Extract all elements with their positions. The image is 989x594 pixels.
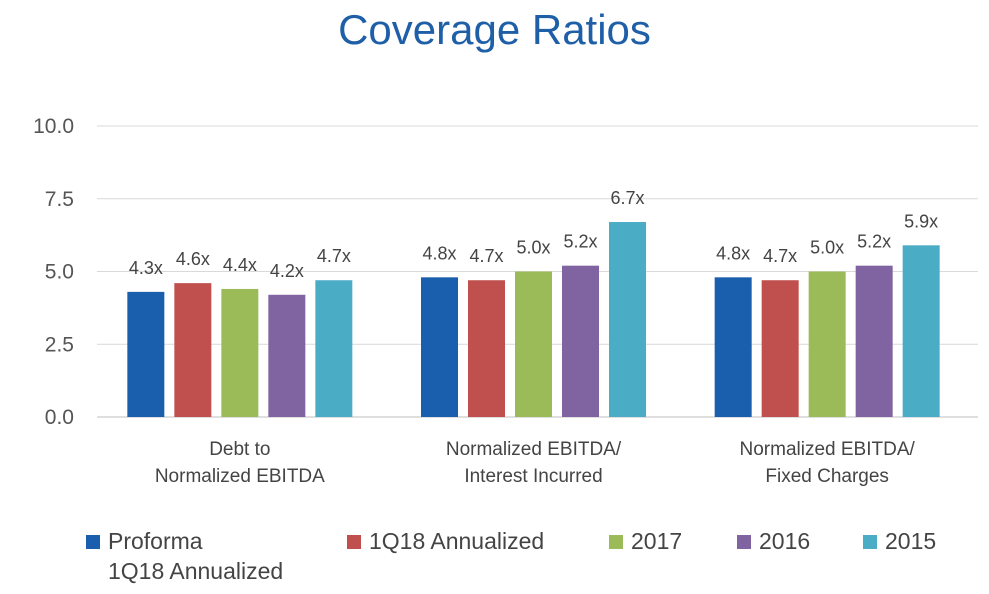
bar [268, 294, 306, 417]
data-label: 4.4x [223, 255, 257, 275]
legend-swatch [86, 535, 100, 549]
legend-swatch [609, 535, 623, 549]
bar [808, 271, 846, 417]
y-tick-label: 10.0 [33, 115, 74, 138]
data-label: 4.8x [422, 243, 456, 263]
chart-title: Coverage Ratios [338, 6, 651, 53]
legend-item: 1Q18 Annualized [347, 526, 544, 556]
legend-item: Proforma 1Q18 Annualized [86, 526, 283, 586]
category-label: Debt to [209, 439, 270, 460]
legend-item: 2015 [863, 526, 936, 556]
bar [127, 291, 165, 417]
data-label: 5.0x [810, 238, 844, 258]
data-label: 4.3x [129, 258, 163, 278]
data-label: 5.9x [904, 211, 938, 231]
category-label: Normalized EBITDA/ [446, 439, 622, 460]
y-tick-label: 7.5 [45, 188, 74, 211]
bar [714, 277, 752, 417]
data-label: 5.0x [516, 238, 550, 258]
bar [174, 283, 212, 417]
bar [902, 245, 940, 417]
legend-swatch [737, 535, 751, 549]
legend-item: 2016 [737, 526, 810, 556]
data-label: 4.8x [716, 243, 750, 263]
y-tick-label: 0.0 [45, 406, 74, 429]
bar [562, 265, 599, 417]
data-label: 5.2x [857, 232, 891, 252]
legend-swatch [863, 535, 877, 549]
category-label: Normalized EBITDA/ [740, 439, 916, 460]
data-label: 4.7x [317, 246, 351, 266]
bar [761, 280, 799, 417]
legend-item-label: 2017 [609, 526, 682, 556]
data-label: 4.6x [176, 249, 210, 269]
category-label: Normalized EBITDA [155, 466, 325, 487]
bar [855, 265, 893, 417]
data-label: 6.7x [610, 188, 644, 208]
legend-item: 2017 [609, 526, 682, 556]
category-label: Interest Incurred [464, 466, 602, 487]
bar [421, 277, 458, 417]
legend-item-label: 1Q18 Annualized [347, 526, 544, 556]
legend-item-label: 1Q18 Annualized [108, 558, 284, 584]
legend-swatch [347, 535, 361, 549]
data-label: 5.2x [563, 232, 597, 252]
legend-item-label: 2016 [737, 526, 810, 556]
data-label: 4.7x [469, 246, 503, 266]
y-tick-label: 5.0 [45, 261, 74, 284]
bar [468, 280, 505, 417]
category-label: Fixed Charges [765, 466, 889, 487]
bar [315, 280, 353, 417]
bar [221, 288, 259, 417]
bar [515, 271, 552, 417]
data-label: 4.7x [763, 246, 797, 266]
bar [609, 222, 646, 417]
data-label: 4.2x [270, 261, 304, 281]
legend-item-label: Proforma [86, 526, 283, 556]
y-tick-label: 2.5 [45, 333, 74, 356]
legend-item-label: 2015 [863, 526, 936, 556]
